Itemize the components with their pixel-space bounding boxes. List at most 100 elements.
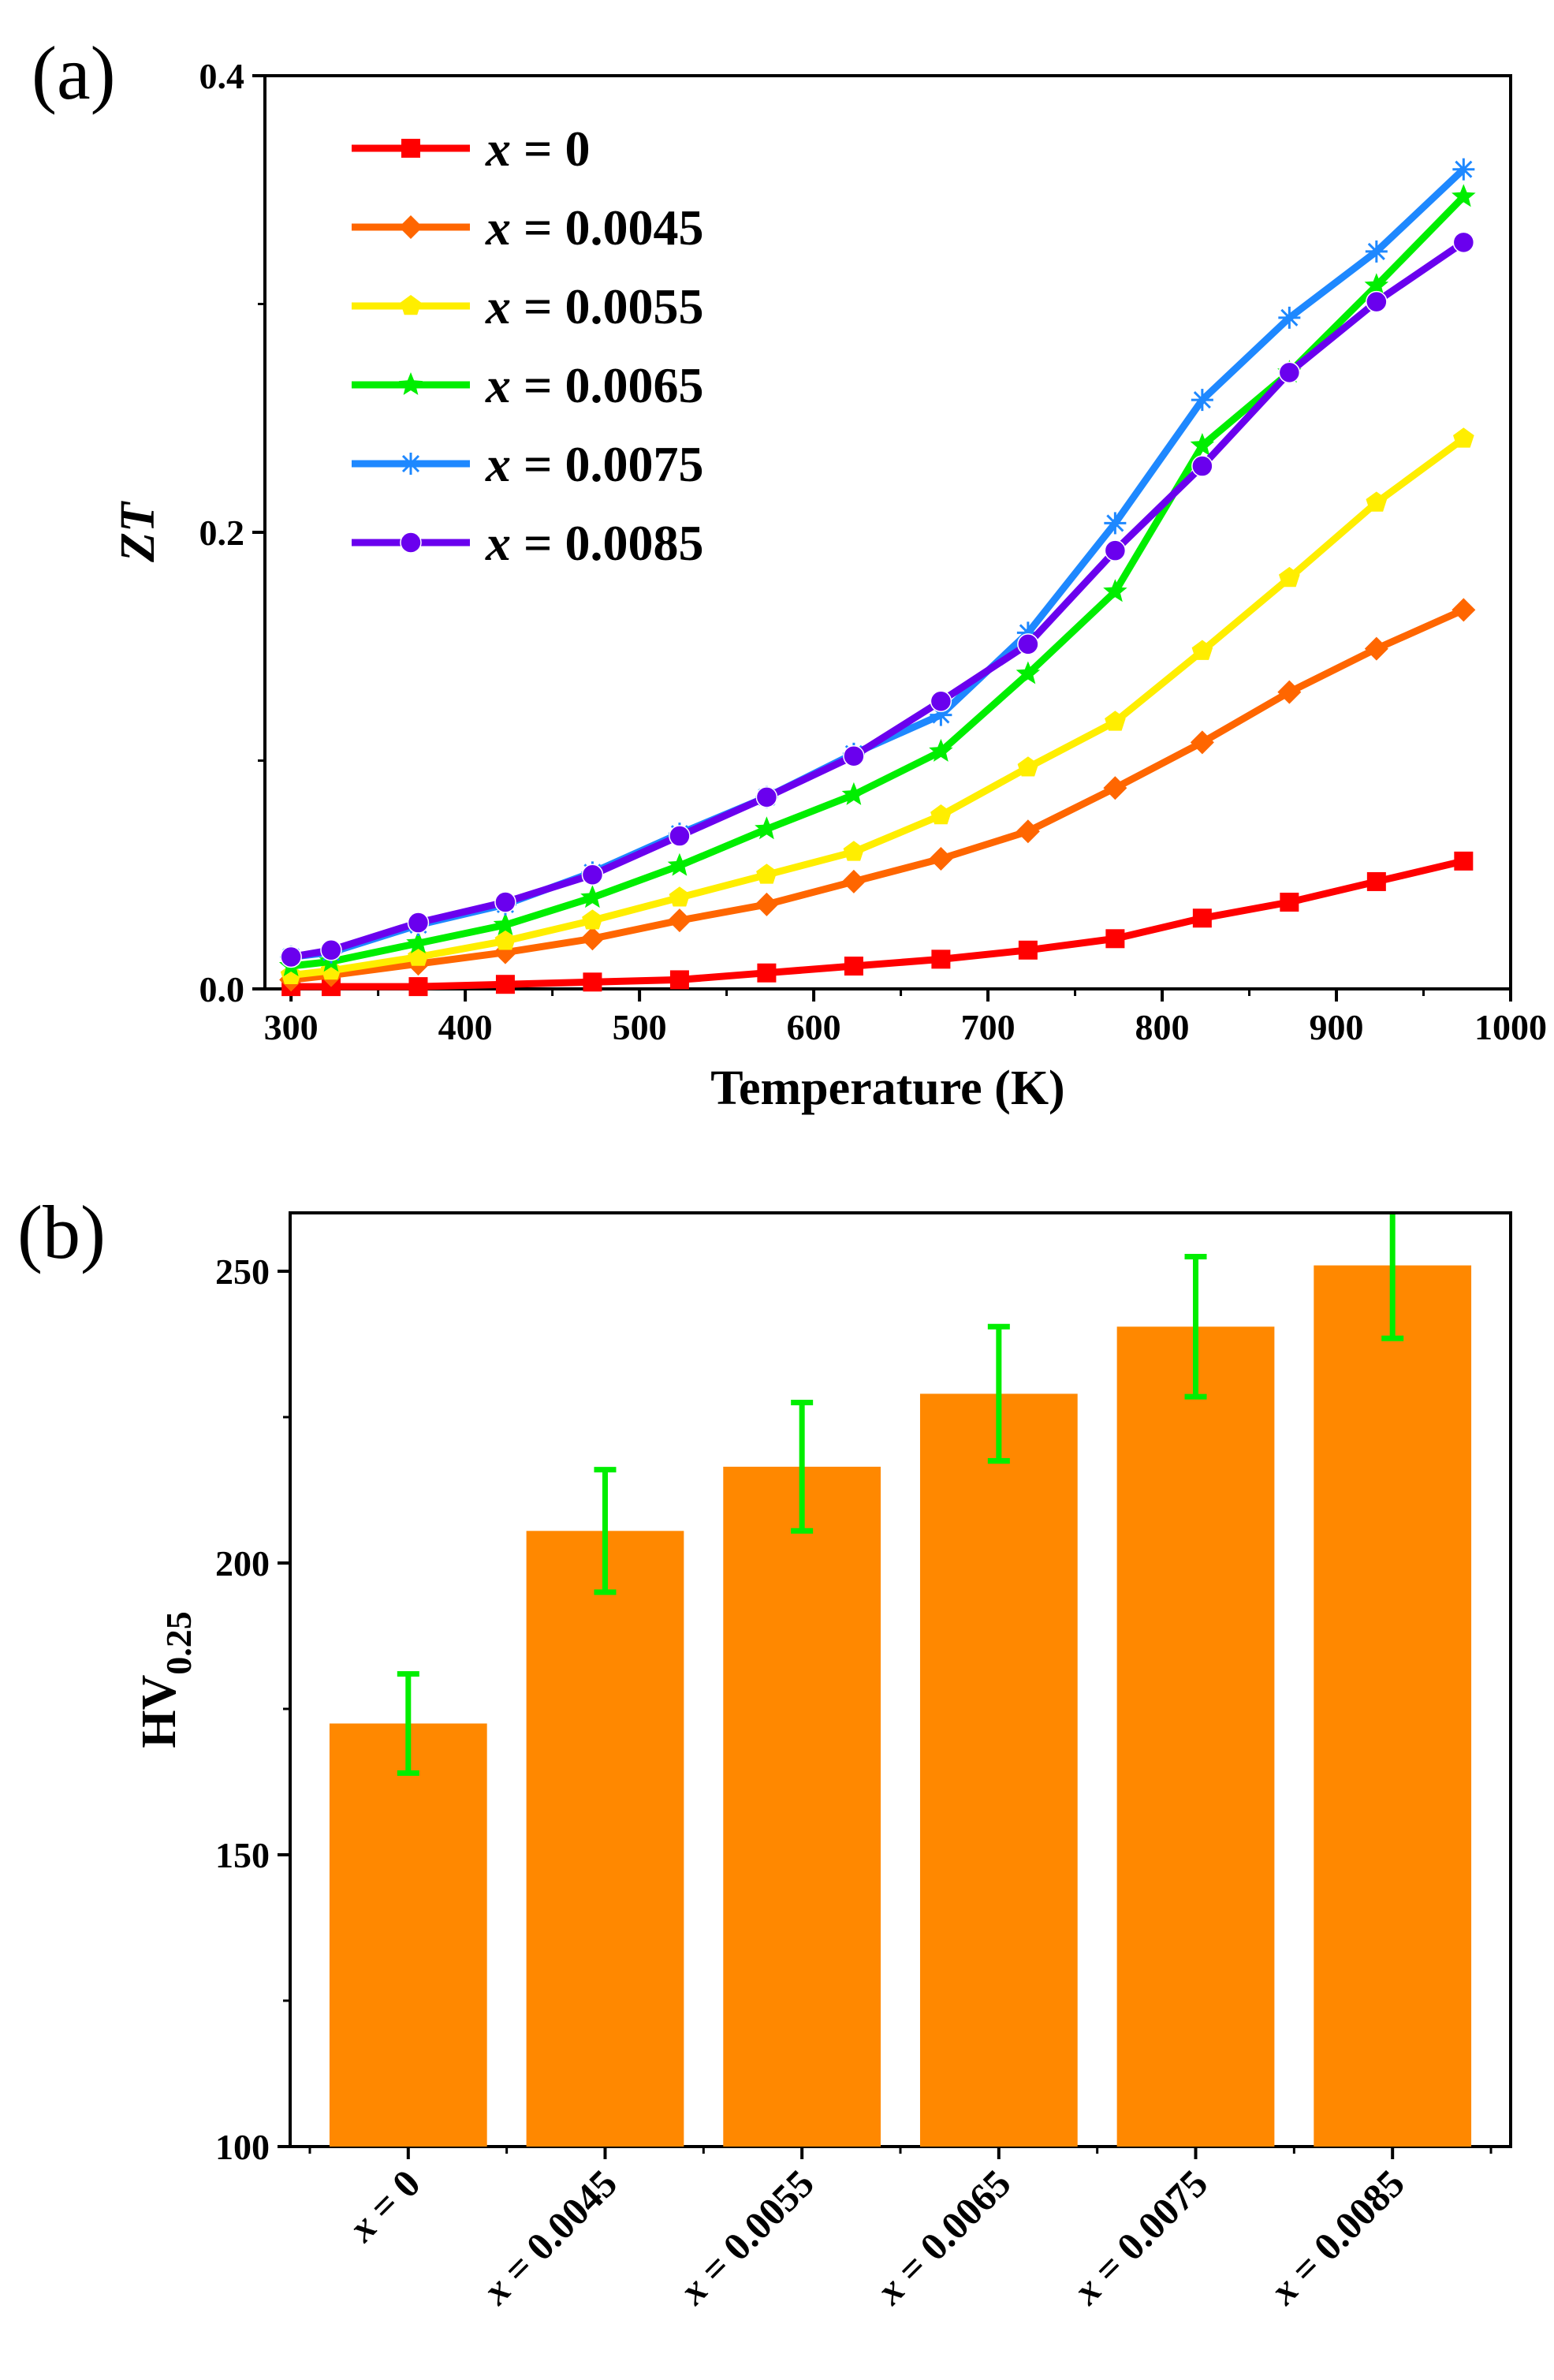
data-point — [843, 744, 865, 767]
data-point — [1104, 539, 1127, 561]
panel-b-y-axis-title: HV0.25 — [132, 1611, 199, 1748]
y-tick-label: 250 — [215, 1252, 270, 1292]
series-0.0045 — [279, 598, 1476, 992]
data-point — [494, 930, 516, 950]
panel-a-x-axis-title: Temperature (K) — [710, 1061, 1064, 1115]
data-point — [1190, 730, 1214, 755]
legend-label: x = 0.0055 — [485, 278, 703, 334]
series-line — [290, 606, 1466, 983]
panel-b-category-labels: x = 0 x = 0.0045 x = 0.0055 x = 0.0065 x = 0… — [308, 2147, 1493, 2313]
data-point — [1191, 389, 1213, 412]
data-point — [1364, 273, 1389, 297]
data-point — [757, 963, 777, 983]
data-point — [844, 957, 863, 976]
y-tick-label: 0.2 — [199, 513, 245, 553]
legend-item: x = 0.0065 — [352, 357, 703, 413]
legend-label: x = 0.0075 — [485, 436, 703, 492]
data-point — [1017, 756, 1039, 777]
error-bar — [1381, 1214, 1404, 1341]
data-point — [408, 946, 429, 966]
legend-item: x = 0.0085 — [352, 515, 703, 571]
data-point — [398, 372, 423, 395]
data-point — [1105, 711, 1126, 731]
svg-text:HV0.25: HV0.25 — [132, 1611, 199, 1748]
bar — [1314, 1265, 1472, 2147]
error-bar — [1184, 1254, 1207, 1400]
x-tick-label: 700 — [961, 1007, 1016, 1047]
y-tick-label: 150 — [215, 1835, 270, 1875]
x-tick-label: 1000 — [1474, 1007, 1547, 1047]
data-point — [580, 927, 605, 951]
legend-item: x = 0.0075 — [352, 436, 703, 492]
legend-item: x = 0 — [352, 121, 590, 177]
data-point — [583, 972, 602, 992]
y-tick-label: 0.0 — [199, 969, 245, 1009]
error-bar — [594, 1467, 617, 1595]
panel-a-series — [278, 158, 1476, 997]
bar — [526, 1531, 684, 2147]
error-bar — [987, 1323, 1010, 1464]
data-point — [1016, 819, 1040, 844]
data-point — [1453, 427, 1474, 448]
data-point — [1278, 361, 1301, 384]
data-point — [495, 975, 515, 994]
category-label: x = 0.0045 — [473, 2161, 625, 2313]
data-point — [400, 532, 422, 554]
data-point — [400, 295, 422, 315]
data-point — [401, 139, 420, 158]
data-point — [408, 977, 428, 997]
bar — [919, 1393, 1078, 2147]
data-point — [667, 908, 691, 933]
x-tick-label: 300 — [264, 1007, 319, 1047]
data-point — [399, 215, 423, 239]
y-tick-label: 0.4 — [199, 56, 245, 96]
data-point — [493, 912, 518, 935]
data-point — [755, 816, 779, 840]
data-point — [931, 949, 951, 969]
data-point — [1452, 231, 1475, 254]
panel-a-y-axis-title: ZT — [111, 501, 165, 563]
category-label: x = 0.0065 — [867, 2161, 1019, 2313]
data-point — [1103, 579, 1127, 602]
data-point — [1452, 184, 1476, 207]
data-point — [320, 939, 342, 961]
data-point — [1192, 908, 1212, 928]
data-point — [669, 970, 689, 990]
legend-item: x = 0.0045 — [352, 200, 703, 256]
data-point — [1365, 240, 1388, 263]
data-point — [406, 931, 430, 953]
data-point — [929, 738, 953, 762]
data-point — [1278, 306, 1301, 329]
panel-a-legend: x = 0 x = 0.0045 x = 0.0055 x = 0.0065 x = 0… — [352, 121, 703, 571]
data-point — [1016, 661, 1041, 685]
x-tick-label: 400 — [438, 1007, 493, 1047]
panel-b-bars — [329, 1265, 1472, 2147]
data-point — [407, 912, 430, 934]
series-0.0075 — [280, 158, 1475, 968]
data-point — [1105, 929, 1125, 949]
panel-a-plot-frame — [263, 74, 1512, 990]
data-point — [669, 886, 691, 907]
data-point — [667, 852, 692, 876]
legend-item: x = 0.0055 — [352, 278, 703, 334]
data-point — [1190, 433, 1215, 456]
category-label: x = 0.0085 — [1261, 2161, 1413, 2313]
data-point — [1454, 851, 1474, 871]
data-point — [1366, 871, 1386, 891]
panel-a-x-ticks: 300 400 500 600 700 800 900 1000 — [264, 989, 1547, 1047]
data-point — [1191, 640, 1213, 660]
series-0.0055 — [280, 427, 1474, 984]
legend-label: x = 0.0085 — [485, 515, 703, 571]
x-tick-label: 900 — [1310, 1007, 1364, 1047]
data-point — [581, 864, 604, 886]
category-label: x = 0.0075 — [1064, 2161, 1216, 2313]
data-point — [755, 786, 778, 808]
bar — [1116, 1326, 1275, 2147]
series-line — [291, 857, 1465, 990]
bar — [723, 1466, 881, 2147]
data-point — [669, 825, 691, 847]
panel-b-y-ticks: 100 150 200 250 — [215, 1252, 290, 2167]
data-point — [1452, 598, 1476, 622]
data-point — [930, 804, 952, 825]
